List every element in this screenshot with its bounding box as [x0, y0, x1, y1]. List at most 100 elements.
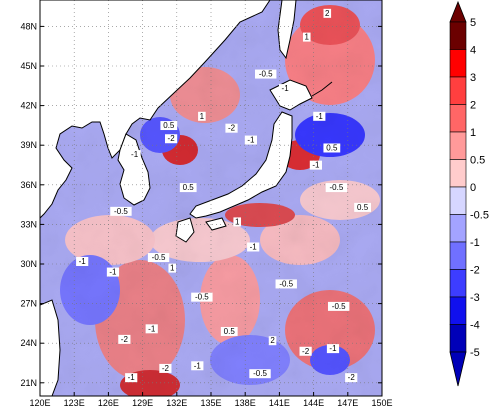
colorbar-label: 1: [470, 127, 476, 139]
colorbar-swatch: [449, 296, 467, 325]
contour-label-bg: [313, 111, 326, 121]
asia-mainland: [40, 0, 271, 219]
contour-label-bg: [233, 217, 242, 227]
contour-label: -0.5: [152, 253, 166, 262]
contour-label: -2: [348, 373, 356, 382]
lat-tick-label: 42N: [20, 101, 37, 111]
contour-label-bg: [247, 242, 260, 252]
contour-label-bg: [191, 292, 213, 302]
contour-label: 0.5: [163, 121, 175, 130]
contour-label-bg: [255, 69, 277, 79]
colorbar-bottom-arrow: [449, 351, 467, 387]
contour-label: -1: [316, 112, 324, 121]
contour-label: 1: [305, 33, 310, 42]
lat-tick-label: 45N: [20, 61, 37, 71]
lon-tick-label: 144E: [303, 398, 324, 408]
colorbar-swatch: [449, 104, 467, 133]
contour-label-bg: [145, 324, 158, 334]
contour-label-bg: [225, 123, 238, 133]
contour-label: 1: [200, 112, 205, 121]
lon-tick-label: 132E: [166, 398, 187, 408]
contour-label: -2: [121, 335, 129, 344]
colorbar-swatch: [449, 159, 467, 188]
contour-label-bg: [118, 334, 131, 344]
lon-tick-label: 141E: [269, 398, 290, 408]
colorbar-label: -2: [470, 265, 480, 277]
colorbar-label: -0.5: [470, 210, 489, 222]
lon-tick-label: 150E: [371, 398, 392, 408]
colorbar-swatch: [449, 269, 467, 298]
lon-tick-label: 126E: [98, 398, 119, 408]
longitude-axis: 120E 123E 126E 129E 132E 135E 138E 141E 144E 147E…: [29, 392, 393, 408]
colorbar-swatch: [449, 76, 467, 105]
colorbar-top-arrow: [449, 0, 467, 23]
contour-label: -1: [194, 361, 202, 370]
contour-label: -2: [162, 364, 170, 373]
contour-label: -1: [247, 136, 255, 145]
colorbar-swatch: [449, 324, 467, 353]
colorbar-label: -4: [470, 320, 480, 332]
korean-peninsula: [117, 133, 151, 206]
contour-label: 1: [170, 264, 175, 273]
land: [40, 0, 333, 396]
lon-tick-label: 123E: [64, 398, 85, 408]
colorbar-swatch: [449, 186, 467, 215]
contour-label-bg: [326, 344, 340, 354]
contour-label: -0.5: [330, 183, 344, 192]
contour-label: -2: [302, 347, 310, 356]
kuril-islands: [311, 81, 333, 97]
colorbar: 5 4 3 2 1 0.5 0 -0.5 -1 -2 -3 -4 -5: [449, 0, 489, 387]
contour-label: -0.5: [253, 369, 267, 378]
colorbar-label: 5: [470, 17, 476, 29]
lon-tick-label: 129E: [132, 398, 153, 408]
lon-tick-label: 147E: [337, 398, 358, 408]
contour-label-bg: [220, 326, 238, 336]
colorbar-swatch: [449, 241, 467, 270]
contour-label: -2: [168, 134, 176, 143]
lat-tick-label: 24N: [20, 338, 37, 348]
contour-label-bg: [244, 135, 257, 145]
contour-label-bg: [323, 8, 332, 18]
colorbar-swatch: [449, 49, 467, 78]
lon-tick-label: 138E: [235, 398, 256, 408]
contour-label: 1: [235, 217, 240, 226]
contour-labels: -1 0.5 -2 1 -2 -1 -0.5 -1 1 2 -1 0.5 -1 -0.5 0.5 0.5 -0.…: [76, 8, 372, 383]
lat-tick-label: 36N: [20, 180, 37, 190]
contour-label-bg: [147, 253, 170, 263]
contour-label-bg: [125, 373, 138, 383]
contour-label: 0.5: [183, 183, 195, 192]
contour-label: 0.5: [326, 143, 338, 152]
contour-label-bg: [268, 336, 277, 346]
contour-label: -1: [329, 344, 337, 353]
contour-label-bg: [168, 263, 177, 273]
contour-label: 0.5: [357, 203, 369, 212]
colorbar-swatch: [449, 131, 467, 160]
colorbar-label: -5: [470, 347, 480, 359]
contour-label: -1: [148, 324, 156, 333]
contour-label-bg: [327, 301, 350, 311]
colorbar-label: -3: [470, 292, 480, 304]
lat-tick-label: 48N: [20, 21, 37, 31]
sakhalin: [277, 0, 297, 60]
colorbar-label: 2: [470, 100, 476, 112]
contour-label-bg: [325, 183, 348, 193]
colorbar-label: -1: [470, 237, 480, 249]
contour-label-bg: [198, 111, 206, 121]
contour-label-bg: [249, 369, 271, 379]
contour-label: 2: [325, 9, 330, 18]
colorbar-label: 0: [470, 182, 476, 194]
contour-label-bg: [128, 150, 141, 160]
contour-label-bg: [299, 346, 312, 356]
lat-tick-label: 30N: [20, 259, 37, 269]
lat-tick-label: 27N: [20, 299, 37, 309]
contour-label-bg: [160, 121, 178, 131]
colorbar-label: 0.5: [470, 155, 485, 167]
colorbar-swatch: [449, 21, 467, 50]
lat-tick-label: 21N: [20, 378, 37, 388]
colorbar-label: 4: [470, 45, 476, 57]
contour-label: -0.5: [114, 207, 128, 216]
contour-label: -1: [131, 150, 139, 159]
contour-label-bg: [323, 143, 341, 153]
contour-label: -1: [250, 242, 258, 251]
